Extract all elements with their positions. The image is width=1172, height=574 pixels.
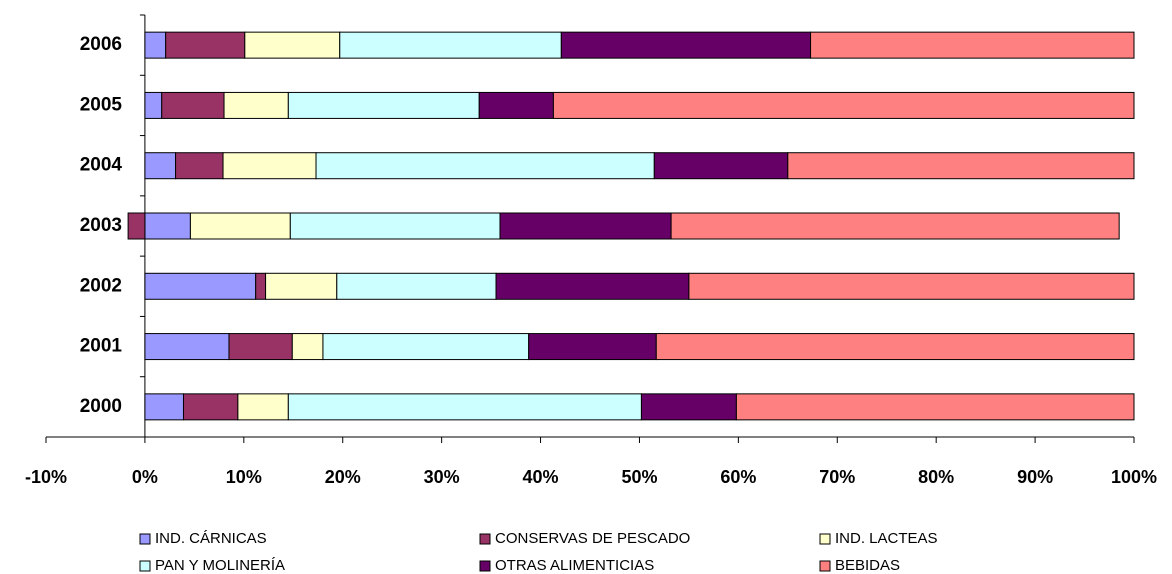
bar-segment [144,212,191,240]
bar-segment [735,393,1135,421]
bar-segment [144,152,177,180]
bar-segment [287,91,480,119]
bar-segment [244,31,341,59]
x-tick-label: 80% [918,467,954,487]
bar-segment [144,272,257,300]
legend-label: IND. CÁRNICAS [155,530,267,547]
bar-segment [291,333,324,361]
legend-label: OTRAS ALIMENTICIAS [495,557,654,574]
x-tick-label: 10% [226,467,262,487]
bar-segment [222,152,317,180]
legend-label: CONSERVAS DE PESCADO [495,530,690,547]
bar-segment [189,212,291,240]
legend-label: BEBIDAS [835,557,900,574]
bar-segment [560,31,812,59]
bar-segment [255,272,267,300]
bar-segment [144,393,184,421]
legend-label: PAN Y MOLINERÍA [155,557,285,574]
bar-segment [315,152,655,180]
y-tick-label: 2002 [80,275,122,296]
bar-segment [165,31,246,59]
y-tick-label: 2004 [80,155,123,176]
y-tick-label: 2005 [80,94,123,115]
legend-swatch [139,560,151,572]
bar-segment [144,91,163,119]
bar-segment [670,212,1120,240]
bar-segment [289,212,501,240]
x-tick-label: 100% [1111,467,1157,487]
bar-segment [161,91,225,119]
legend-swatch [819,560,831,572]
bar-segment [688,272,1135,300]
bar-segment [528,333,657,361]
x-tick-label: 60% [720,467,756,487]
y-tick-label: 2006 [80,34,122,55]
x-tick-label: 90% [1017,467,1053,487]
x-tick-label: 30% [424,467,460,487]
bar-segment [182,393,239,421]
bar-segment [640,393,737,421]
bar-segment [228,333,293,361]
legend-swatch [479,533,491,545]
bar-segment [495,272,690,300]
x-tick-label: 20% [325,467,361,487]
bar-segment [552,91,1135,119]
bar-segment [322,333,530,361]
x-tick-label: -10% [25,467,67,487]
bar-segment [478,91,554,119]
x-tick-label: 70% [819,467,855,487]
bar-segment [339,31,562,59]
legend-label: IND. LACTEAS [835,530,938,547]
bar-segment [287,393,642,421]
bar-segment [499,212,672,240]
bar-segment [223,91,289,119]
x-tick-label: 40% [523,467,559,487]
bar-segment [810,31,1135,59]
bar-segment [655,333,1135,361]
y-tick-label: 2003 [80,215,122,236]
legend-swatch [819,533,831,545]
y-tick-label: 2001 [80,336,123,357]
x-tick-label: 0% [132,467,158,487]
legend-swatch [479,560,491,572]
legend-swatch [139,533,151,545]
x-tick-label: 50% [621,467,657,487]
bar-segment [237,393,289,421]
bar-segment [265,272,338,300]
bar-segment [653,152,789,180]
bar-segment [175,152,224,180]
bar-segment [336,272,497,300]
bar-segment [144,31,167,59]
bar-segment [127,212,146,240]
bar-segment [144,333,230,361]
y-tick-label: 2000 [80,396,122,417]
bar-segment [787,152,1135,180]
